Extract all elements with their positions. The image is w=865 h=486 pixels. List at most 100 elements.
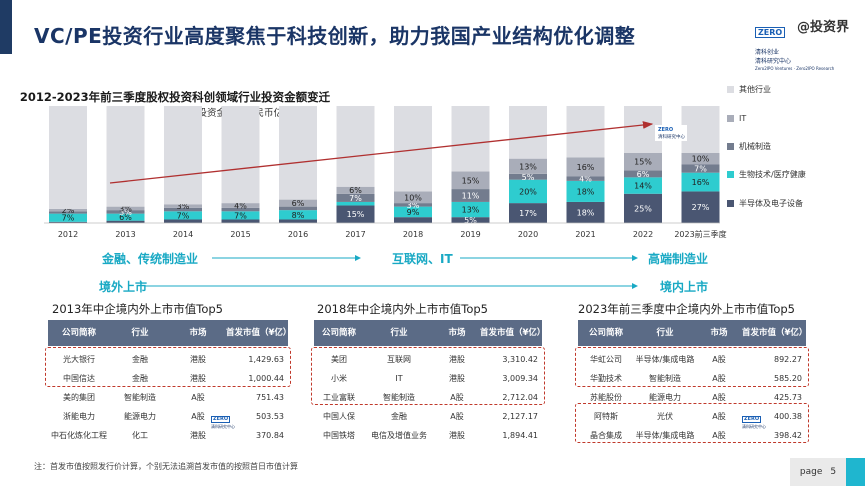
mini-logo-badge: ZERO bbox=[742, 416, 762, 423]
cell-industry: IT bbox=[395, 374, 403, 383]
stage-label-internet: 互联网、IT bbox=[392, 252, 453, 266]
col-value: 首发市值（¥亿） bbox=[226, 328, 292, 338]
x-tick-label: 2012 bbox=[58, 230, 78, 239]
data-label: 14% bbox=[634, 182, 652, 191]
cell-market: 港股 bbox=[190, 355, 206, 364]
data-label: 6% bbox=[119, 213, 132, 222]
bar-segment bbox=[624, 177, 662, 194]
data-label: 2% bbox=[62, 206, 75, 215]
bar-segment bbox=[566, 157, 605, 177]
col-market: 市场 bbox=[710, 328, 728, 338]
bar-segment bbox=[681, 172, 720, 192]
cell-value: 1,429.63 bbox=[248, 355, 284, 364]
data-label: 7% bbox=[349, 194, 362, 203]
bar-segment bbox=[164, 106, 202, 205]
bar-segment bbox=[106, 210, 145, 214]
table-2013: 公司简称 行业 市场 首发市值（¥亿） 光大银行 金融 港股 1,429.63 … bbox=[48, 320, 292, 445]
cell-value: 370.84 bbox=[256, 431, 284, 440]
bar-segment bbox=[566, 176, 605, 181]
data-label: 3% bbox=[177, 202, 190, 211]
table-header: 公司简称 行业 市场 首发市值（¥亿） bbox=[578, 320, 807, 346]
table-inline-logo: ZERO 清科研究中心 bbox=[742, 405, 768, 429]
stage-label-overseas: 境外上市 bbox=[99, 280, 148, 294]
data-label: 4% bbox=[579, 175, 592, 184]
bar-segment bbox=[336, 193, 375, 202]
stage-label-hightech: 高端制造业 bbox=[648, 252, 709, 266]
bar-segment bbox=[106, 213, 145, 221]
cell-industry: 金融 bbox=[132, 374, 148, 383]
x-tick-label: 2018 bbox=[403, 230, 423, 239]
zero2ipo-logo: ZERO 清科创业 清科研究中心 Zero2IPO Ventures · Zer… bbox=[755, 20, 834, 71]
bar-segment bbox=[624, 170, 662, 178]
cell-market: 港股 bbox=[190, 374, 206, 383]
col-value: 首发市值（¥亿） bbox=[480, 328, 546, 338]
cell-company: 美团 bbox=[331, 355, 347, 364]
bar-segment bbox=[509, 179, 547, 204]
data-label: 15% bbox=[347, 210, 365, 219]
x-tick-label: 2020 bbox=[518, 230, 538, 239]
bar-segment bbox=[681, 164, 720, 173]
bar-segment bbox=[279, 206, 317, 211]
page-corner-accent bbox=[846, 458, 865, 486]
cell-value: 1,894.41 bbox=[502, 431, 538, 440]
cell-company: 中国铁塔 bbox=[323, 431, 355, 440]
bar-segment bbox=[451, 201, 490, 218]
bar-segment bbox=[49, 211, 87, 214]
bar-segment bbox=[106, 206, 145, 211]
cell-market: A股 bbox=[712, 393, 726, 402]
bar-segment bbox=[279, 199, 317, 207]
bar-segment bbox=[681, 106, 720, 153]
data-label: 8% bbox=[292, 211, 305, 220]
data-label: 7% bbox=[694, 165, 707, 174]
cell-industry: 智能制造 bbox=[649, 374, 681, 383]
cell-company: 华勤技术 bbox=[590, 374, 622, 383]
table-row: 光大银行 金融 港股 1,429.63 bbox=[48, 350, 288, 369]
cell-market: 港股 bbox=[449, 431, 465, 440]
cell-industry: 电信及增值业务 bbox=[371, 431, 427, 440]
watermark: @投资界 bbox=[796, 20, 849, 35]
cell-market: 港股 bbox=[190, 431, 206, 440]
cell-industry: 金融 bbox=[391, 412, 407, 421]
bar-segment bbox=[279, 219, 317, 223]
highlight-box bbox=[311, 347, 545, 405]
data-label: 9% bbox=[407, 208, 420, 217]
bar-segment bbox=[451, 106, 490, 172]
x-tick-label: 2014 bbox=[173, 230, 193, 239]
legend-swatch bbox=[727, 143, 734, 150]
bar-segment bbox=[451, 171, 490, 190]
bar-segment bbox=[221, 219, 260, 223]
table-row: 工业富联 智能制造 A股 2,712.04 bbox=[314, 388, 542, 407]
cell-industry: 半导体/集成电路 bbox=[635, 355, 695, 364]
data-label: 10% bbox=[692, 155, 710, 164]
col-industry: 行业 bbox=[390, 328, 408, 338]
data-label: 27% bbox=[692, 203, 710, 212]
cell-market: A股 bbox=[450, 393, 464, 402]
bar-segment bbox=[164, 207, 202, 212]
cell-industry: 化工 bbox=[132, 431, 148, 440]
col-company: 公司简称 bbox=[588, 328, 623, 338]
cell-company: 美的集团 bbox=[63, 393, 95, 402]
bar-segment bbox=[336, 201, 375, 206]
bar-segment bbox=[49, 221, 87, 223]
cell-value: 3,310.42 bbox=[502, 355, 538, 364]
cell-market: 港股 bbox=[449, 355, 465, 364]
cell-company: 苏能股份 bbox=[590, 393, 622, 402]
data-label: 6% bbox=[292, 199, 305, 208]
x-tick-label: 2023前三季度 bbox=[674, 229, 726, 239]
chart-inline-logo: ZERO 清科研究中心 bbox=[655, 125, 687, 141]
bar-segment bbox=[336, 186, 375, 194]
data-label: 15% bbox=[634, 158, 652, 167]
bar-segment bbox=[681, 152, 720, 165]
page-indicator: page 5 bbox=[790, 458, 846, 486]
bar-segment bbox=[509, 173, 547, 180]
cell-market: A股 bbox=[712, 355, 726, 364]
trend-arrow bbox=[109, 121, 654, 184]
bar-segment bbox=[509, 158, 547, 174]
cell-value: 400.38 bbox=[774, 412, 802, 421]
cell-company: 华虹公司 bbox=[590, 355, 622, 364]
table-row: 华虹公司 半导体/集成电路 A股 892.27 bbox=[578, 350, 806, 369]
bar-segment bbox=[394, 203, 432, 207]
data-label: 10% bbox=[404, 193, 422, 202]
cell-company: 中石化炼化工程 bbox=[51, 431, 107, 440]
